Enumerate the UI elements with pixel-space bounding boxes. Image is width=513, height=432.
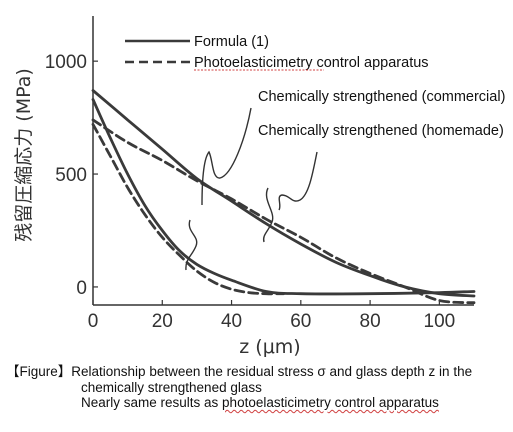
y-tick-label: 500 xyxy=(55,165,87,186)
legend-label-formula: Formula (1) xyxy=(194,34,269,50)
y-axis-title: 残留圧縮応力 (MPa) xyxy=(13,68,35,242)
caption-line-1: Relationship between the residual stress… xyxy=(71,364,473,379)
y-tick-label: 0 xyxy=(76,278,87,299)
legend-label-photoelasticimetry: Photoelasticimetry control apparatus xyxy=(194,55,429,71)
annotation-leaders xyxy=(185,107,318,271)
leader-homemade xyxy=(278,151,318,211)
leader-homemade-break xyxy=(262,187,274,243)
caption-line-3: Nearly same results as photoelasticimetr… xyxy=(6,395,511,411)
x-tick-label: 80 xyxy=(360,311,381,332)
legend: Formula (1) Photoelasticimetry control a… xyxy=(125,34,429,71)
series-line-1 xyxy=(91,118,476,305)
caption-line-3-underlined: photoelasticimetry control apparatus xyxy=(222,395,439,410)
leader-commercial-break xyxy=(185,219,198,271)
y-tick-label: 1000 xyxy=(45,52,87,73)
plot-area xyxy=(92,16,474,306)
series-line-3 xyxy=(91,123,285,296)
x-tick-label: 0 xyxy=(88,311,99,332)
caption-line-3-plain: Nearly same results as xyxy=(81,395,223,410)
annotation-homemade: Chemically strengthened (homemade) xyxy=(258,123,504,139)
x-tick-label: 40 xyxy=(221,311,242,332)
caption-prefix: 【Figure】 xyxy=(6,364,72,379)
leader-commercial xyxy=(201,107,252,206)
x-tick-label: 100 xyxy=(424,311,456,332)
x-axis-title: z (μm) xyxy=(239,336,300,358)
x-tick-label: 20 xyxy=(152,311,173,332)
caption-line-2: chemically strengthened glass xyxy=(81,379,262,395)
series-layer xyxy=(91,89,476,305)
figure-caption: 【Figure】 Relationship between the residu… xyxy=(6,364,511,411)
series-line-0 xyxy=(91,89,476,298)
annotation-commercial: Chemically strengthened (commercial) xyxy=(258,89,505,105)
x-tick-label: 60 xyxy=(290,311,311,332)
series-line-2 xyxy=(91,98,476,296)
